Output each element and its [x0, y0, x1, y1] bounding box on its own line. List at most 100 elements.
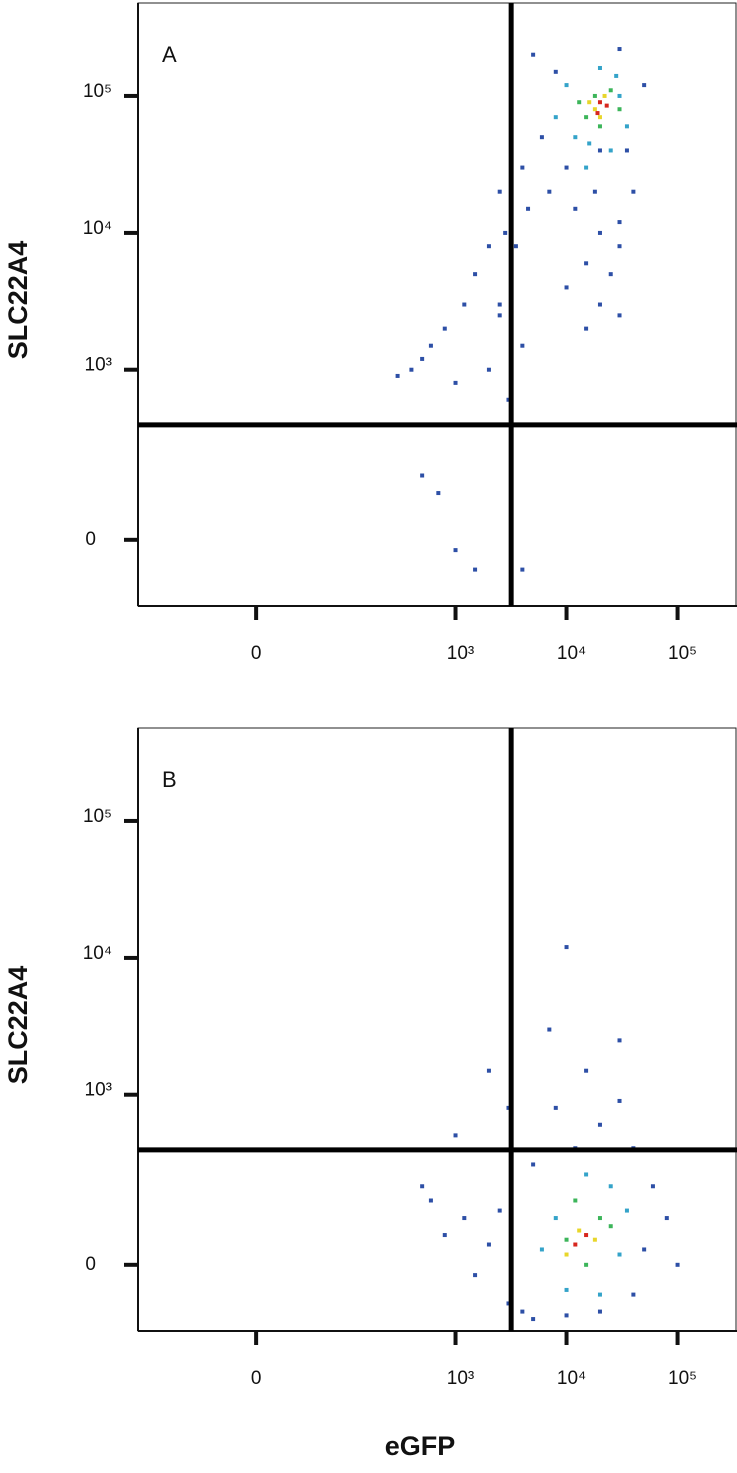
event-point	[428, 1198, 433, 1203]
event-point	[453, 1133, 458, 1138]
event-point	[597, 1309, 602, 1314]
event-point	[520, 567, 525, 572]
event-point	[497, 313, 502, 318]
event-point	[486, 1068, 491, 1073]
y-tick-label: 0	[85, 1254, 96, 1275]
event-point	[473, 1273, 478, 1278]
event-point	[624, 124, 629, 129]
y-tick-label: 10⁵	[83, 806, 112, 827]
event-point	[597, 1122, 602, 1127]
event-point	[420, 1184, 425, 1189]
event-point	[486, 244, 491, 249]
event-point	[506, 1301, 511, 1306]
event-point	[584, 1262, 589, 1267]
event-point	[577, 1228, 582, 1233]
event-point	[577, 100, 582, 105]
event-point	[642, 1247, 647, 1252]
event-point	[513, 244, 518, 249]
event-point	[608, 1224, 613, 1229]
event-point	[520, 343, 525, 348]
event-point	[608, 88, 613, 93]
event-point	[624, 1208, 629, 1213]
event-point	[597, 1292, 602, 1297]
event-point	[587, 141, 592, 146]
event-point	[453, 548, 458, 553]
event-point	[573, 1198, 578, 1203]
event-point	[573, 135, 578, 140]
event-point	[531, 52, 536, 57]
event-point	[597, 65, 602, 70]
event-point	[442, 1233, 447, 1238]
event-point	[664, 1216, 669, 1221]
event-point	[617, 1038, 622, 1043]
event-point	[564, 285, 569, 290]
event-point	[553, 1216, 558, 1221]
event-point	[608, 272, 613, 277]
event-point	[520, 1309, 525, 1314]
event-point	[573, 1242, 578, 1247]
event-point	[539, 1247, 544, 1252]
event-point	[675, 1262, 680, 1267]
event-point	[453, 380, 458, 385]
y-tick-label: 10⁵	[83, 81, 112, 102]
event-point	[592, 189, 597, 194]
event-point	[573, 206, 578, 211]
event-point	[503, 230, 508, 235]
event-point	[584, 115, 589, 120]
event-point	[617, 1098, 622, 1103]
event-point	[617, 107, 622, 112]
event-point	[506, 1105, 511, 1110]
event-point	[473, 272, 478, 277]
y-axis-title: SLC22A4	[3, 241, 33, 360]
event-point	[614, 73, 619, 78]
x-tick-label: 10⁴	[557, 1368, 586, 1389]
event-point	[592, 93, 597, 98]
x-tick-label: 0	[251, 1368, 262, 1389]
event-point	[597, 1216, 602, 1221]
event-point	[395, 373, 400, 378]
y-tick-label: 10³	[85, 1080, 112, 1101]
event-point	[531, 1317, 536, 1322]
event-point	[564, 1237, 569, 1242]
event-point	[624, 148, 629, 153]
event-point	[462, 1216, 467, 1221]
event-point	[631, 189, 636, 194]
event-point	[564, 945, 569, 950]
x-tick-label: 0	[251, 643, 262, 664]
event-point	[564, 83, 569, 88]
event-point	[617, 244, 622, 249]
event-point	[473, 567, 478, 572]
event-point	[597, 302, 602, 307]
event-point	[553, 69, 558, 74]
event-point	[595, 111, 600, 116]
event-point	[597, 115, 602, 120]
y-tick-label: 10⁴	[83, 943, 112, 964]
event-point	[442, 326, 447, 331]
event-point	[428, 343, 433, 348]
y-axis-title: SLC22A4	[3, 966, 33, 1085]
x-tick-label: 10³	[447, 1368, 474, 1389]
event-point	[587, 100, 592, 105]
event-point	[650, 1184, 655, 1189]
plot-frame	[137, 2, 737, 607]
event-point	[497, 302, 502, 307]
event-point	[584, 1172, 589, 1177]
event-point	[564, 165, 569, 170]
event-point	[597, 148, 602, 153]
event-point	[526, 206, 531, 211]
event-point	[602, 93, 607, 98]
event-point	[420, 356, 425, 361]
x-tick-label: 10³	[447, 643, 474, 664]
event-point	[506, 397, 511, 402]
event-point	[642, 83, 647, 88]
event-point	[409, 367, 414, 372]
event-point	[597, 100, 602, 105]
event-point	[547, 1027, 552, 1032]
x-tick-label: 10⁵	[668, 1368, 697, 1389]
event-point	[617, 313, 622, 318]
y-tick-label: 10³	[85, 355, 112, 376]
event-point	[531, 1162, 536, 1167]
x-tick-label: 10⁴	[557, 643, 586, 664]
event-point	[617, 1252, 622, 1257]
